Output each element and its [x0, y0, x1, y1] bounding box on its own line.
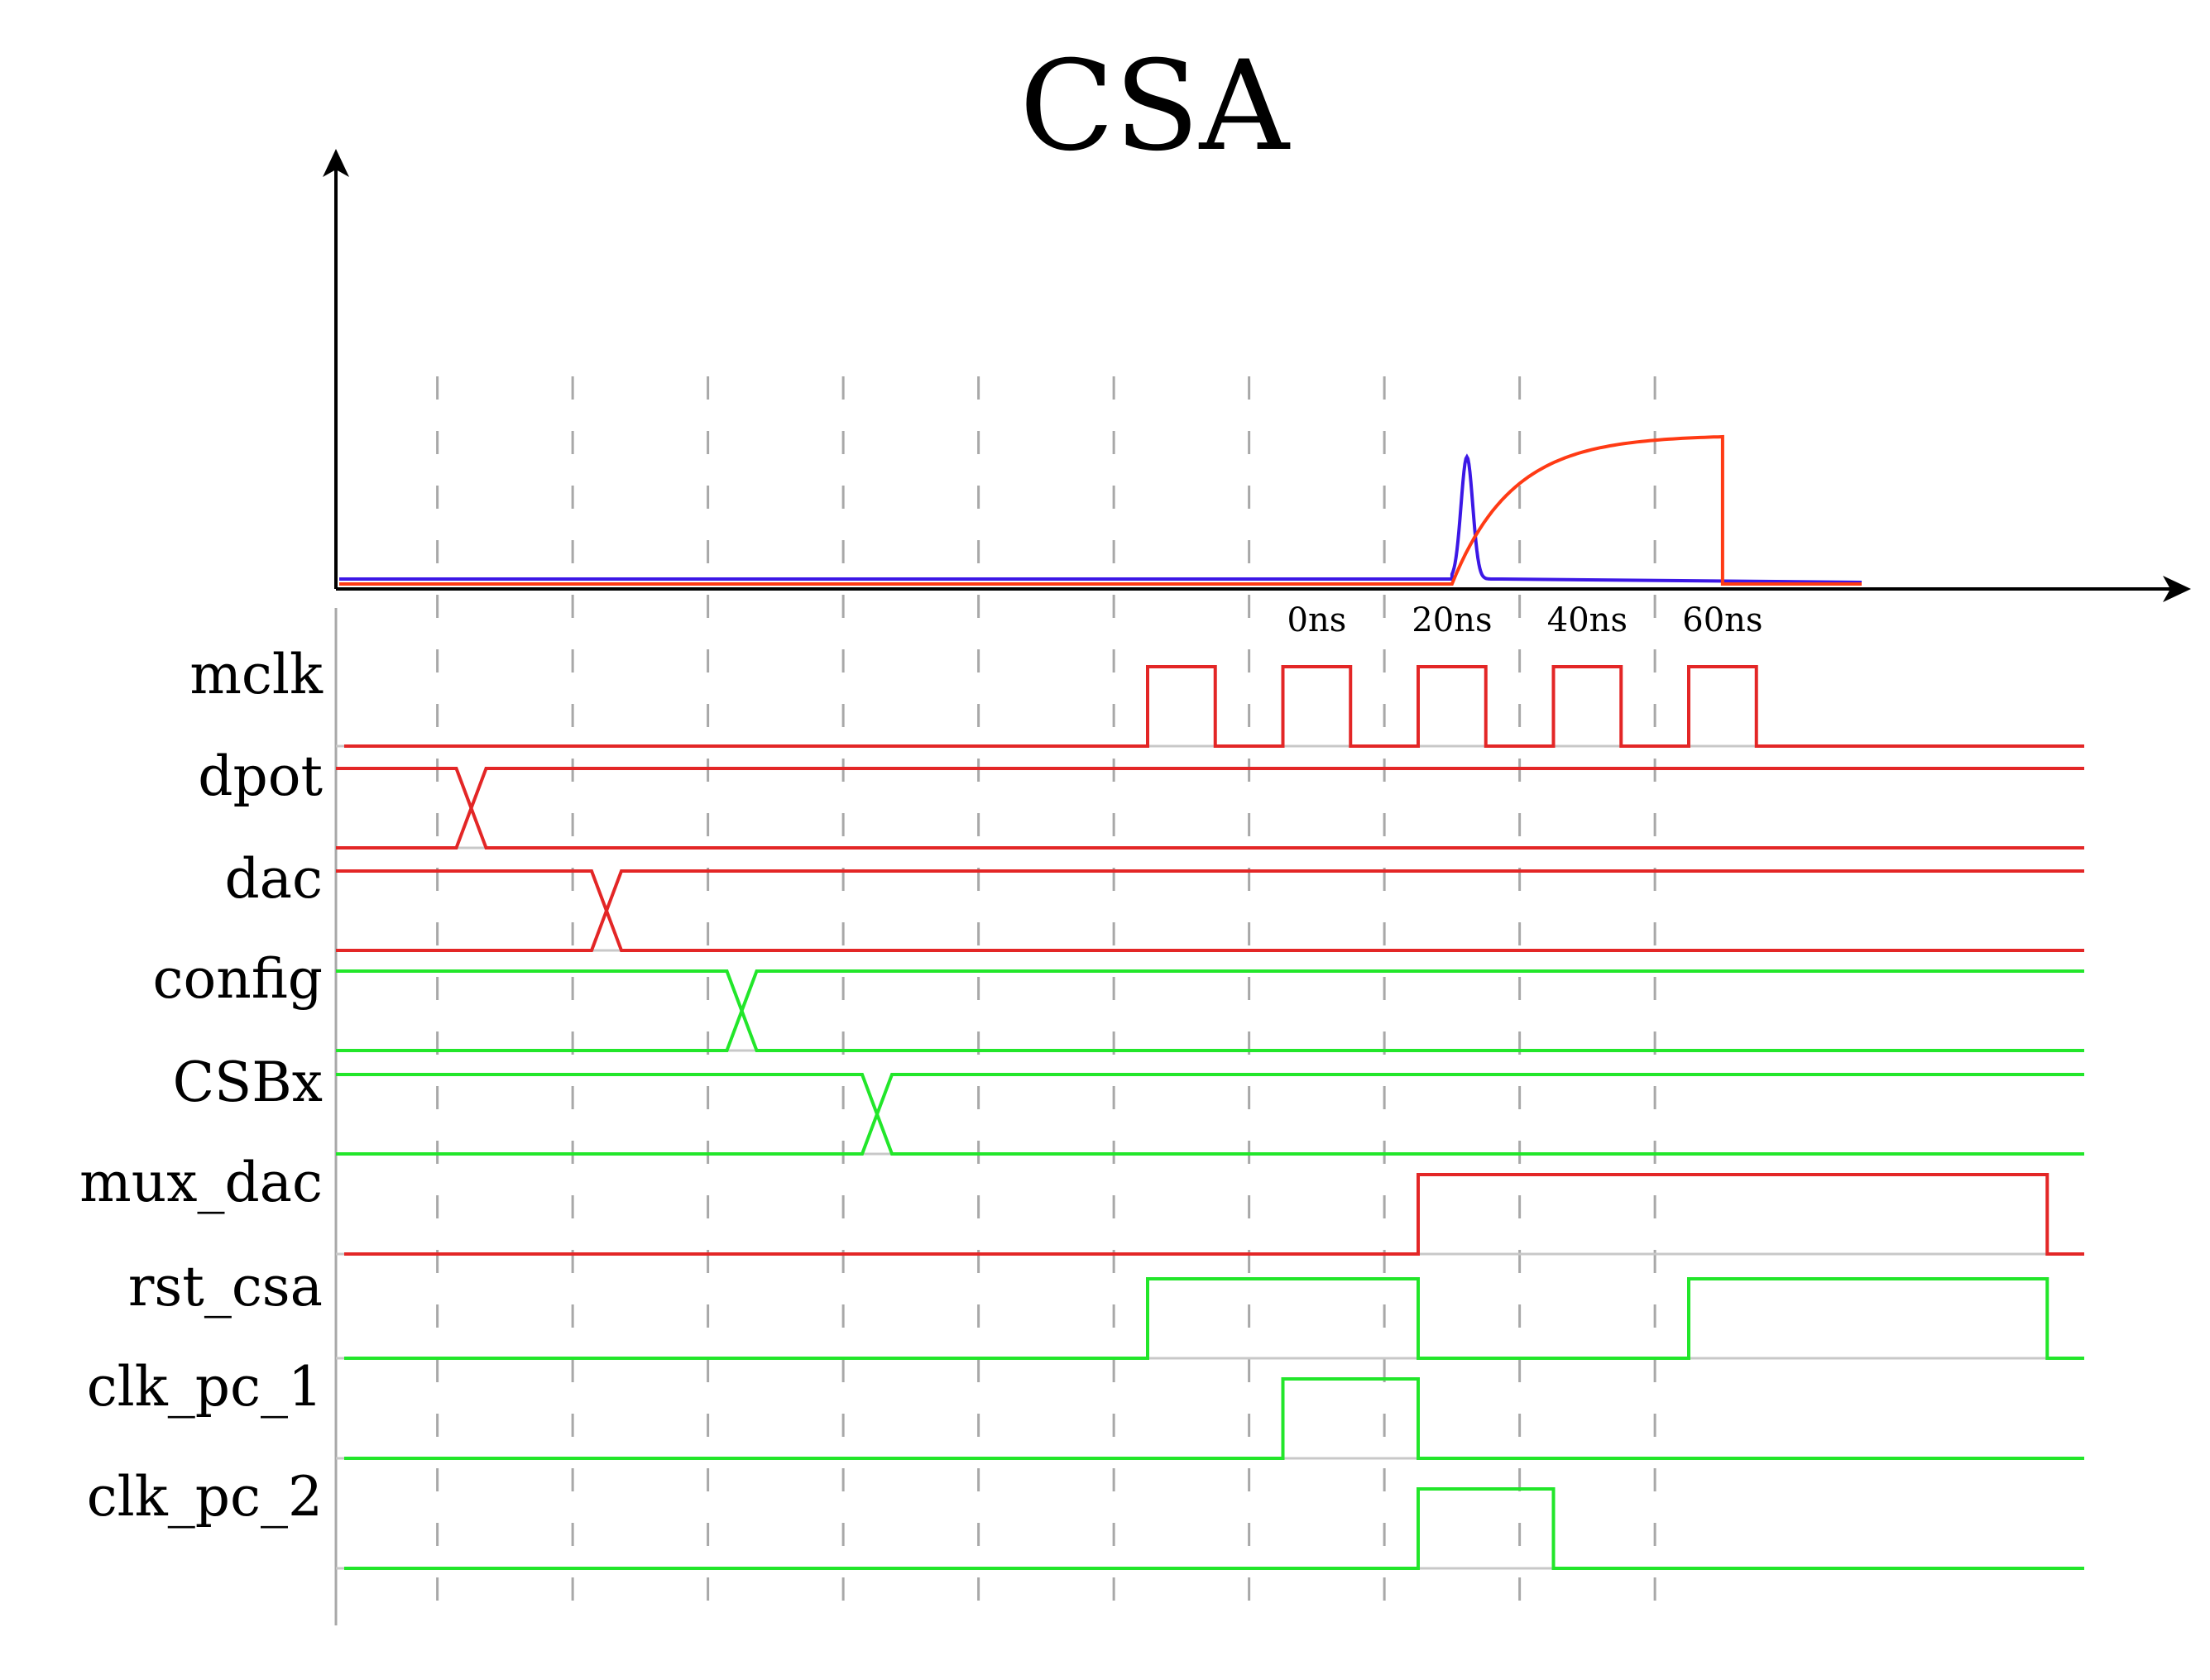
bus-waveform-csbx — [336, 1073, 2084, 1156]
integrator-waveform — [339, 434, 1862, 586]
waveform-clk_pc_1 — [344, 1377, 2084, 1460]
bus-waveform-dpot — [336, 767, 2084, 850]
bus-waveform-dac — [336, 869, 2084, 952]
waveform-mclk — [344, 665, 2084, 748]
time-label: 60ns — [1682, 601, 1762, 639]
waveform-rst_csa — [344, 1277, 2084, 1360]
signal-label-dac: dac — [224, 847, 323, 911]
signal-label-clk_pc_2: clk_pc_2 — [87, 1465, 323, 1529]
signal-label-csbx: CSBx — [173, 1051, 323, 1114]
bus-waveform-config — [336, 969, 2084, 1052]
signal-label-dpot: dpot — [198, 744, 323, 808]
time-label: 40ns — [1547, 601, 1628, 639]
blue-pulse-waveform — [339, 453, 1862, 584]
time-axis-labels: 0ns 20ns 40ns 60ns — [1287, 601, 1763, 639]
axes — [323, 149, 2191, 602]
grid-lines — [334, 376, 1656, 1625]
waveform-mux_dac — [344, 1173, 2084, 1256]
time-label: 0ns — [1287, 601, 1347, 639]
signal-label-mux_dac: mux_dac — [79, 1151, 323, 1214]
digital-waveforms — [336, 665, 2084, 1570]
bus-waveform-dpot — [336, 767, 2084, 850]
bus-waveform-csbx — [336, 1073, 2084, 1156]
y-axis-arrow — [323, 149, 349, 177]
bus-waveform-config — [336, 969, 2084, 1052]
time-label: 20ns — [1412, 601, 1492, 639]
chart-title: CSA — [1019, 35, 1291, 179]
x-axis-arrow — [2163, 576, 2191, 602]
signal-label-mclk: mclk — [189, 643, 324, 706]
signal-labels: mclk dpot dac config CSBx mux_dac rst_csa clk_p… — [79, 643, 324, 1529]
signal-label-rst_csa: rst_csa — [128, 1255, 323, 1319]
signal-label-clk_pc_1: clk_pc_1 — [87, 1355, 323, 1419]
signal-label-config: config — [153, 947, 323, 1011]
analog-waveforms — [339, 434, 1862, 586]
bus-waveform-dac — [336, 869, 2084, 952]
waveform-clk_pc_2 — [344, 1487, 2084, 1570]
